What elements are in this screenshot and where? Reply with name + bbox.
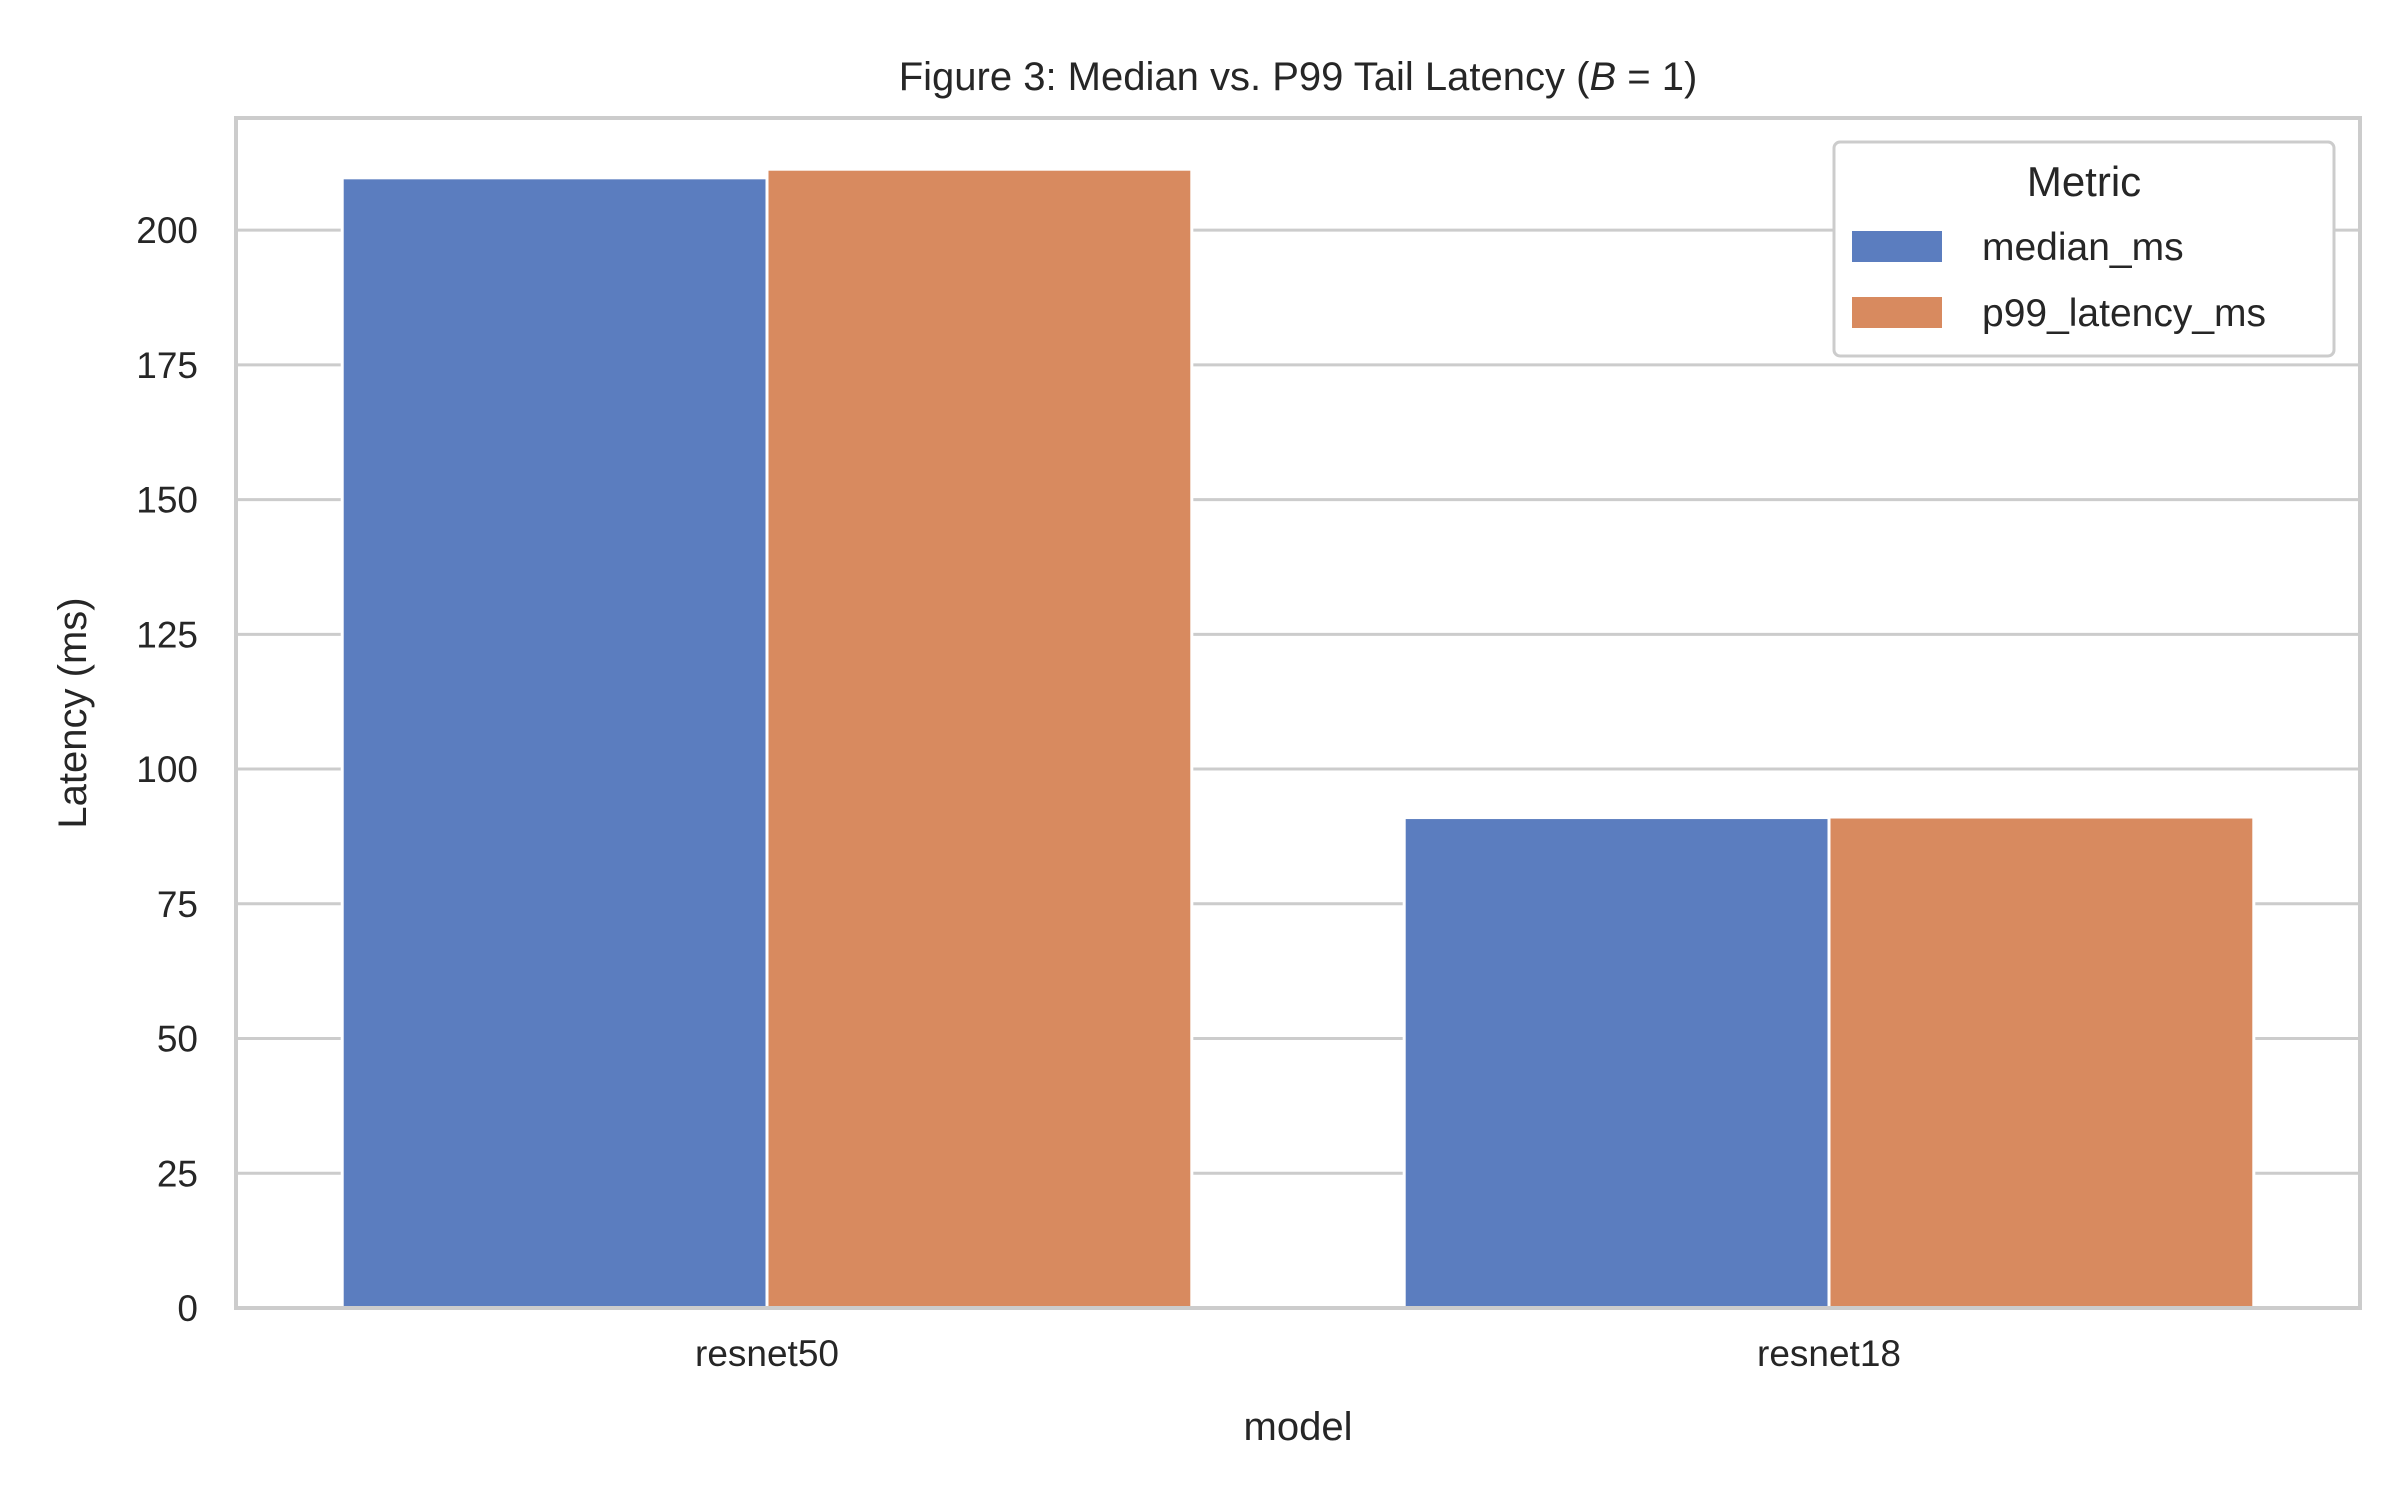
- y-tick-labels: 0 25 50 75 100 125 150 175 200: [136, 210, 198, 1329]
- x-tick-label: resnet18: [1757, 1333, 1901, 1374]
- y-tick-label: 125: [136, 614, 198, 655]
- plot-frame: [234, 116, 2362, 1310]
- bar-median_ms-resnet18: [1402, 816, 1831, 1310]
- legend-swatch-p99_latency_ms: [1852, 297, 1942, 328]
- x-axis-label: model: [1244, 1405, 1353, 1449]
- bar-p99_latency_ms-resnet50: [765, 167, 1194, 1310]
- bar-p99_latency_ms-resnet18: [1827, 815, 2256, 1310]
- y-tick-label: 50: [157, 1019, 198, 1060]
- x-tick-label: resnet50: [695, 1333, 839, 1374]
- x-tick-labels: resnet50 resnet18: [695, 1333, 1901, 1374]
- legend-label: p99_latency_ms: [1982, 292, 2266, 335]
- chart-title: Figure 3: Median vs. P99 Tail Latency (B…: [899, 55, 1698, 99]
- y-tick-label: 0: [177, 1288, 198, 1329]
- y-tick-label: 75: [157, 884, 198, 925]
- y-tick-label: 100: [136, 749, 198, 790]
- y-tick-label: 200: [136, 210, 198, 251]
- y-tick-label: 25: [157, 1153, 198, 1194]
- legend: Metric median_ms p99_latency_ms: [1832, 140, 2336, 358]
- legend-label: median_ms: [1982, 226, 2184, 269]
- bar-median_ms-resnet50: [340, 176, 769, 1310]
- y-axis-label: Latency (ms): [51, 597, 95, 828]
- y-tick-label: 175: [136, 345, 198, 386]
- legend-box: [1832, 140, 2336, 358]
- legend-swatch-median_ms: [1852, 231, 1942, 262]
- legend-title: Metric: [2027, 158, 2141, 205]
- y-tick-label: 150: [136, 480, 198, 521]
- bars: [340, 167, 2256, 1310]
